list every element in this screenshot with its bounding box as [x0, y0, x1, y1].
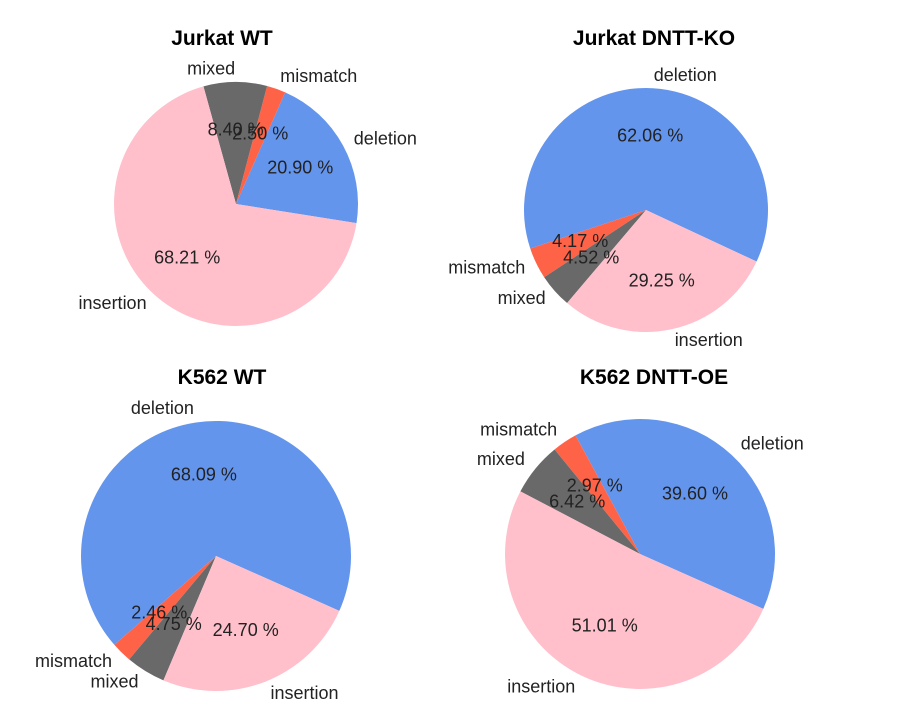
pie-panel-k562-dntt-oe: K562 DNTT-OE 39.60 % deletion 2.97 % mismat… — [477, 366, 804, 696]
pie-labels: 62.06 % deletion 4.17 % mismatch 4.52 % mixed… — [448, 65, 742, 350]
chart-title: Jurkat DNTT-KO — [573, 27, 735, 50]
pie-slice-insertion — [567, 210, 757, 333]
pie-slice-mismatch — [236, 86, 286, 204]
pie-slice-mismatch — [554, 435, 640, 554]
pie-category-label: deletion — [131, 398, 194, 418]
pie-percent-label: 6.42 % — [549, 492, 605, 512]
pie-panel-jurkat-wt: Jurkat WT 20.90 % deletion 2.50 % mismatch 8… — [79, 27, 417, 326]
pie-category-label: insertion — [271, 683, 339, 703]
pie-slices — [114, 81, 359, 326]
pie-category-label: mismatch — [448, 257, 525, 277]
pie-slices — [81, 420, 352, 692]
pie-category-label: mixed — [187, 59, 235, 79]
pie-percent-label: 4.52 % — [563, 247, 619, 267]
pie-slice-mismatch — [530, 210, 646, 278]
pie-percent-label: 68.21 % — [154, 247, 220, 267]
pie-percent-label: 8.40 % — [208, 120, 264, 140]
pie-slice-insertion — [163, 556, 340, 692]
pie-labels: 39.60 % deletion 2.97 % mismatch 6.42 % mixed… — [477, 420, 804, 697]
pie-labels: 20.90 % deletion 2.50 % mismatch 8.40 % mixed… — [79, 59, 417, 313]
pie-category-label: deletion — [654, 65, 717, 85]
pie-category-label: mixed — [477, 449, 525, 469]
pie-slice-insertion — [505, 491, 764, 689]
pie-percent-label: 62.06 % — [617, 126, 683, 146]
pie-percent-label: 4.17 % — [552, 231, 608, 251]
pie-slice-mixed — [203, 81, 268, 204]
pie-labels: 68.09 % deletion 2.46 % mismatch 4.75 % mixed… — [35, 398, 339, 703]
pie-percent-label: 51.01 % — [572, 616, 638, 636]
pie-slice-deletion — [524, 87, 769, 262]
pie-panel-jurkat-dntt-ko: Jurkat DNTT-KO 62.06 % deletion 4.17 % mism… — [448, 27, 769, 350]
pie-category-label: mismatch — [280, 66, 357, 86]
pie-slice-mixed — [520, 449, 640, 554]
pie-slices — [524, 87, 769, 333]
pie-percent-label: 29.25 % — [629, 270, 695, 290]
pie-percent-label: 2.97 % — [567, 476, 623, 496]
pie-slice-insertion — [114, 86, 357, 326]
chart-title: K562 WT — [178, 366, 267, 389]
pie-category-label: mismatch — [35, 651, 112, 671]
pie-percent-label: 2.50 % — [232, 124, 288, 144]
pie-percent-label: 39.60 % — [662, 483, 728, 503]
pie-slice-mismatch — [114, 556, 216, 660]
pie-category-label: mixed — [90, 671, 138, 691]
pie-category-label: deletion — [354, 128, 417, 148]
pie-percent-label: 68.09 % — [171, 465, 237, 485]
pie-percent-label: 2.46 % — [131, 603, 187, 623]
pie-percent-label: 20.90 % — [267, 158, 333, 178]
pie-slice-mixed — [129, 556, 216, 681]
pie-category-label: deletion — [741, 434, 804, 454]
pie-panel-k562-wt: K562 WT 68.09 % deletion 2.46 % mismatch 4.7… — [35, 366, 352, 703]
pie-category-label: insertion — [79, 293, 147, 313]
pie-category-label: insertion — [507, 676, 575, 696]
chart-title: K562 DNTT-OE — [580, 366, 728, 389]
pie-slice-deletion — [575, 419, 776, 609]
pie-percent-label: 24.70 % — [213, 620, 279, 640]
pie-slice-deletion — [236, 92, 359, 224]
chart-title: Jurkat WT — [171, 27, 273, 50]
pie-slice-deletion — [81, 420, 352, 645]
pie-percent-label: 4.75 % — [146, 614, 202, 634]
pie-category-label: mixed — [498, 288, 546, 308]
pie-category-label: insertion — [675, 330, 743, 350]
pie-slice-mixed — [544, 210, 646, 304]
pie-slices — [505, 419, 776, 689]
pie-category-label: mismatch — [480, 420, 557, 440]
